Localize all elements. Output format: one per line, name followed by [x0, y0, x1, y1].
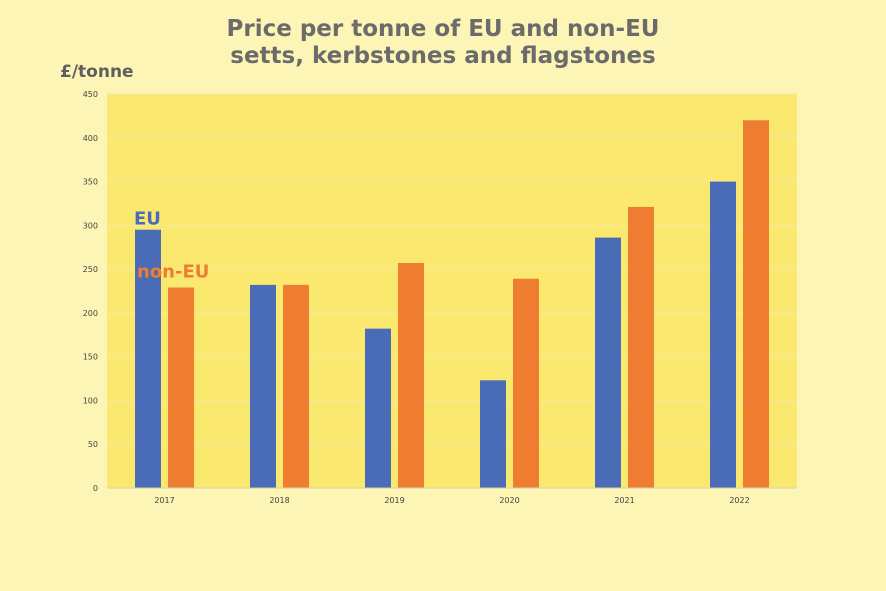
legend-label-eu: EU [134, 209, 161, 230]
bar-eu-2018 [250, 284, 276, 488]
bar-non-eu-2021 [628, 206, 654, 489]
bar-non-eu-2019 [398, 262, 424, 488]
y-tick-label: 150 [83, 353, 98, 362]
y-tick-label: 0 [93, 484, 98, 493]
bar-eu-2019 [365, 328, 391, 488]
legend: EU non-EU [134, 209, 209, 283]
x-tick-label: 2019 [384, 496, 404, 505]
x-tick-label: 2020 [499, 496, 519, 505]
y-tick-label: 350 [83, 178, 98, 187]
plot-area [107, 94, 797, 488]
chart-title-line-2: setts, kerbstones and flagstones [230, 43, 656, 69]
y-axis-label: £/tonne [60, 62, 134, 82]
gridlines [107, 93, 797, 445]
y-tick-label: 450 [83, 90, 98, 99]
bar-eu-2021 [595, 237, 621, 488]
bar-eu-2017 [135, 229, 161, 488]
bar-non-eu-2018 [283, 284, 309, 488]
y-tick-label: 250 [83, 265, 98, 274]
bar-non-eu-2022 [743, 120, 769, 489]
x-tick-label: 2017 [154, 496, 174, 505]
y-tick-label: 300 [83, 221, 98, 230]
bars [135, 120, 769, 489]
y-axis-ticks: 0 50 100 150 200 250 300 350 400 450 [83, 90, 98, 493]
y-tick-label: 400 [83, 134, 98, 143]
bar-non-eu-2020 [513, 278, 539, 488]
legend-label-non-eu: non-EU [137, 261, 209, 282]
y-tick-label: 200 [83, 309, 98, 318]
chart-title: Price per tonne of EU and non-EU setts, … [0, 16, 886, 70]
y-tick-label: 100 [83, 396, 98, 405]
bar-eu-2022 [710, 181, 736, 489]
chart-title-line-1: Price per tonne of EU and non-EU [226, 16, 660, 42]
bar-eu-2020 [480, 380, 506, 488]
x-tick-label: 2018 [269, 496, 289, 505]
x-tick-label: 2021 [614, 496, 634, 505]
y-tick-label: 50 [88, 440, 98, 449]
x-axis-ticks: 2017 2018 2019 2020 2021 2022 [154, 496, 749, 505]
x-tick-label: 2022 [729, 496, 749, 505]
bar-non-eu-2017 [168, 287, 194, 488]
